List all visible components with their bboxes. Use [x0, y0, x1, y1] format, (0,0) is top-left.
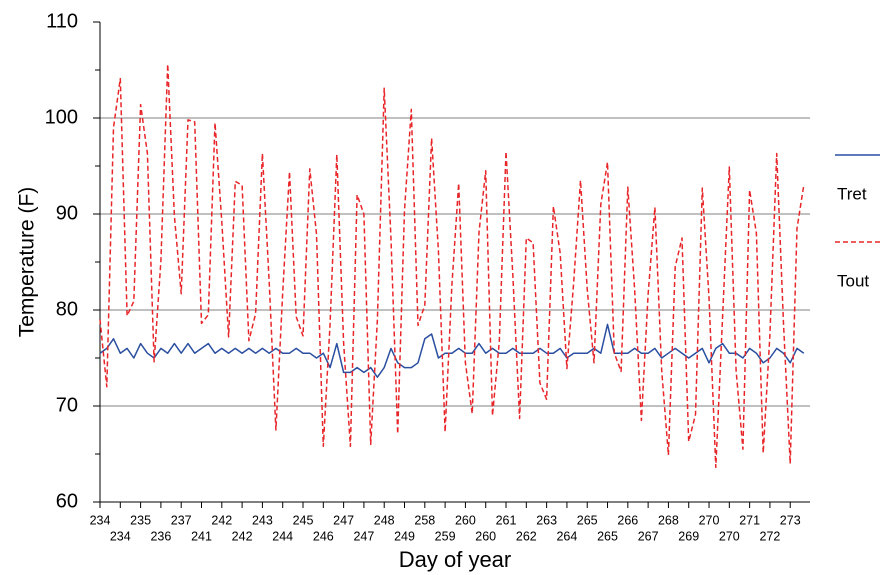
x-tick-label: 261: [496, 513, 517, 527]
x-tick-label: 241: [191, 529, 212, 543]
x-tick-label: 260: [455, 513, 476, 527]
x-tick-label: 259: [435, 529, 456, 543]
series-line: [99, 63, 805, 469]
x-tick-label: 268: [658, 513, 679, 527]
x-tick-label: 247: [353, 529, 374, 543]
x-tick-label: 267: [638, 529, 659, 543]
y-tick-label: 90: [56, 202, 78, 224]
x-tick-label: 271: [739, 513, 760, 527]
x-tick-label: 248: [374, 513, 395, 527]
x-tick-label: 273: [780, 513, 801, 527]
x-tick-label: 245: [293, 513, 314, 527]
x-tick-label: 260: [475, 529, 496, 543]
x-tick-label: 265: [577, 513, 598, 527]
x-tick-label: 235: [130, 513, 151, 527]
y-tick-label: 110: [46, 10, 78, 32]
x-tick-label: 266: [617, 513, 638, 527]
x-tick-label: 234: [90, 513, 111, 527]
x-tick-label: 262: [516, 529, 537, 543]
x-tick-label: 234: [110, 529, 131, 543]
x-tick-label: 244: [272, 529, 293, 543]
x-tick-label: 242: [211, 513, 232, 527]
legend-label: Tret: [837, 184, 867, 203]
x-tick-label: 269: [678, 529, 699, 543]
x-tick-label: 237: [171, 513, 192, 527]
y-tick-label: 80: [56, 298, 78, 320]
x-tick-label: 270: [719, 529, 740, 543]
y-tick-label: 70: [56, 394, 78, 416]
x-tick-label: 265: [597, 529, 618, 543]
legend-label: Tout: [837, 271, 869, 290]
x-tick-label: 258: [414, 513, 435, 527]
x-tick-label: 270: [699, 513, 720, 527]
x-tick-label: 263: [536, 513, 557, 527]
x-tick-label: 272: [760, 529, 781, 543]
x-tick-label: 243: [252, 513, 273, 527]
x-axis-title: Day of year: [399, 547, 512, 572]
x-tick-label: 264: [556, 529, 577, 543]
x-tick-label: 249: [394, 529, 415, 543]
y-tick-label: 100: [45, 106, 78, 128]
x-tick-label: 242: [232, 529, 253, 543]
y-axis-title: Temperature (F): [16, 187, 39, 338]
x-tick-label: 246: [313, 529, 334, 543]
y-tick-label: 60: [56, 490, 78, 512]
x-tick-label: 247: [333, 513, 354, 527]
x-tick-label: 236: [150, 529, 171, 543]
